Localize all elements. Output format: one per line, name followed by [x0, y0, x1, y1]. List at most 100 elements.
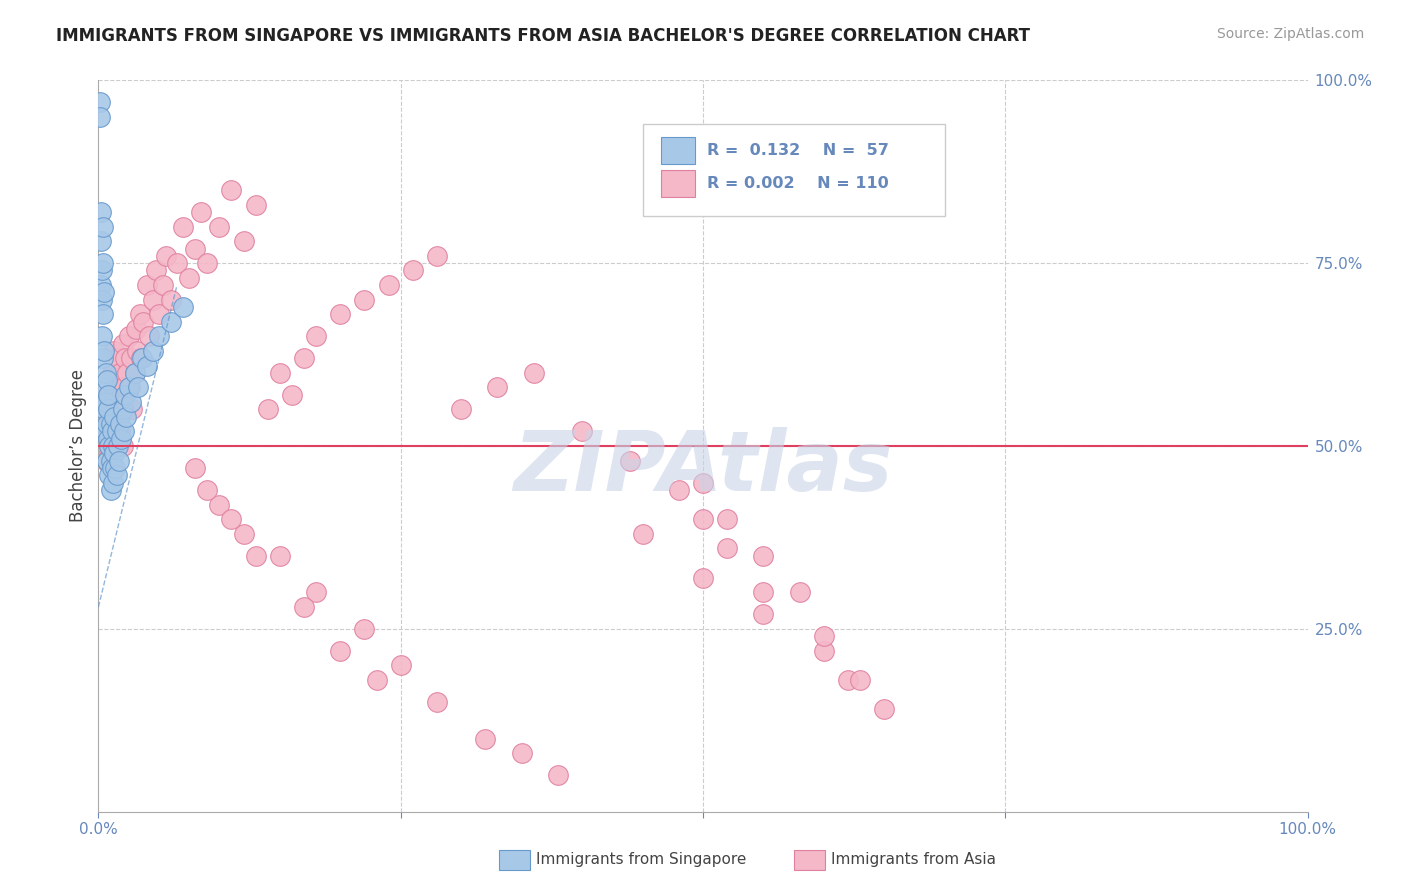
- Point: [94, 425, 117, 439]
- Point: [111, 439, 134, 453]
- Point: [96, 439, 118, 453]
- Point: [110, 432, 132, 446]
- Point: [90, 234, 112, 248]
- Point: [90, 205, 112, 219]
- Point: [96, 409, 118, 424]
- Point: [692, 571, 714, 585]
- Point: [305, 585, 328, 599]
- FancyBboxPatch shape: [643, 124, 945, 216]
- Point: [195, 256, 218, 270]
- Point: [100, 366, 122, 380]
- Point: [631, 526, 654, 541]
- Point: [101, 425, 124, 439]
- Point: [100, 425, 122, 439]
- Point: [93, 380, 115, 394]
- Point: [402, 263, 425, 277]
- Point: [142, 293, 165, 307]
- Point: [115, 409, 138, 424]
- Point: [90, 278, 112, 293]
- Point: [100, 425, 122, 439]
- Point: [849, 673, 872, 687]
- Point: [103, 409, 125, 424]
- Point: [98, 439, 121, 453]
- Point: [166, 256, 188, 270]
- Point: [120, 351, 142, 366]
- Point: [104, 409, 127, 424]
- Point: [571, 425, 593, 439]
- Point: [101, 388, 124, 402]
- Point: [184, 242, 207, 256]
- Point: [813, 629, 835, 643]
- Point: [172, 300, 194, 314]
- Text: Source: ZipAtlas.com: Source: ZipAtlas.com: [1216, 27, 1364, 41]
- Point: [256, 402, 278, 417]
- Point: [486, 380, 509, 394]
- FancyBboxPatch shape: [661, 136, 695, 164]
- Point: [103, 439, 125, 453]
- Point: [292, 351, 315, 366]
- Point: [120, 395, 142, 409]
- Point: [353, 293, 375, 307]
- Point: [208, 498, 231, 512]
- Point: [135, 359, 157, 373]
- Point: [789, 585, 811, 599]
- Point: [97, 432, 120, 446]
- Point: [107, 439, 129, 453]
- Point: [100, 417, 122, 431]
- Point: [103, 343, 125, 358]
- Point: [179, 270, 201, 285]
- Point: [389, 658, 412, 673]
- Point: [115, 402, 138, 417]
- Point: [692, 475, 714, 490]
- Text: IMMIGRANTS FROM SINGAPORE VS IMMIGRANTS FROM ASIA BACHELOR'S DEGREE CORRELATION : IMMIGRANTS FROM SINGAPORE VS IMMIGRANTS …: [56, 27, 1031, 45]
- Point: [692, 512, 714, 526]
- Text: R =  0.132    N =  57: R = 0.132 N = 57: [707, 143, 889, 158]
- Point: [813, 644, 835, 658]
- Point: [93, 285, 115, 300]
- Point: [148, 307, 170, 321]
- Point: [91, 263, 114, 277]
- Point: [142, 343, 165, 358]
- Point: [100, 453, 122, 467]
- Point: [100, 453, 122, 467]
- Point: [111, 336, 134, 351]
- Point: [96, 417, 118, 431]
- Point: [105, 380, 128, 394]
- Point: [152, 278, 174, 293]
- Point: [426, 695, 449, 709]
- Point: [873, 702, 896, 716]
- Point: [94, 395, 117, 409]
- Point: [100, 461, 122, 475]
- Point: [100, 402, 122, 417]
- Point: [103, 446, 125, 460]
- Point: [98, 439, 121, 453]
- Point: [138, 329, 160, 343]
- Point: [91, 329, 114, 343]
- Point: [96, 453, 118, 467]
- Point: [91, 293, 114, 307]
- Point: [101, 439, 124, 453]
- Point: [91, 446, 114, 460]
- Point: [366, 673, 388, 687]
- Point: [184, 461, 207, 475]
- Point: [221, 512, 243, 526]
- Point: [94, 432, 117, 446]
- Point: [105, 468, 128, 483]
- Point: [108, 417, 131, 431]
- Y-axis label: Bachelor’s Degree: Bachelor’s Degree: [69, 369, 87, 523]
- Point: [145, 263, 167, 277]
- Point: [131, 351, 153, 366]
- Point: [98, 395, 121, 409]
- Point: [93, 343, 115, 358]
- Point: [91, 219, 114, 234]
- Point: [155, 249, 177, 263]
- Point: [329, 644, 352, 658]
- Point: [97, 417, 120, 431]
- Point: [108, 425, 131, 439]
- Point: [91, 307, 114, 321]
- Point: [89, 95, 111, 110]
- Point: [668, 483, 690, 497]
- Point: [94, 453, 117, 467]
- Point: [110, 395, 132, 409]
- Point: [89, 110, 111, 124]
